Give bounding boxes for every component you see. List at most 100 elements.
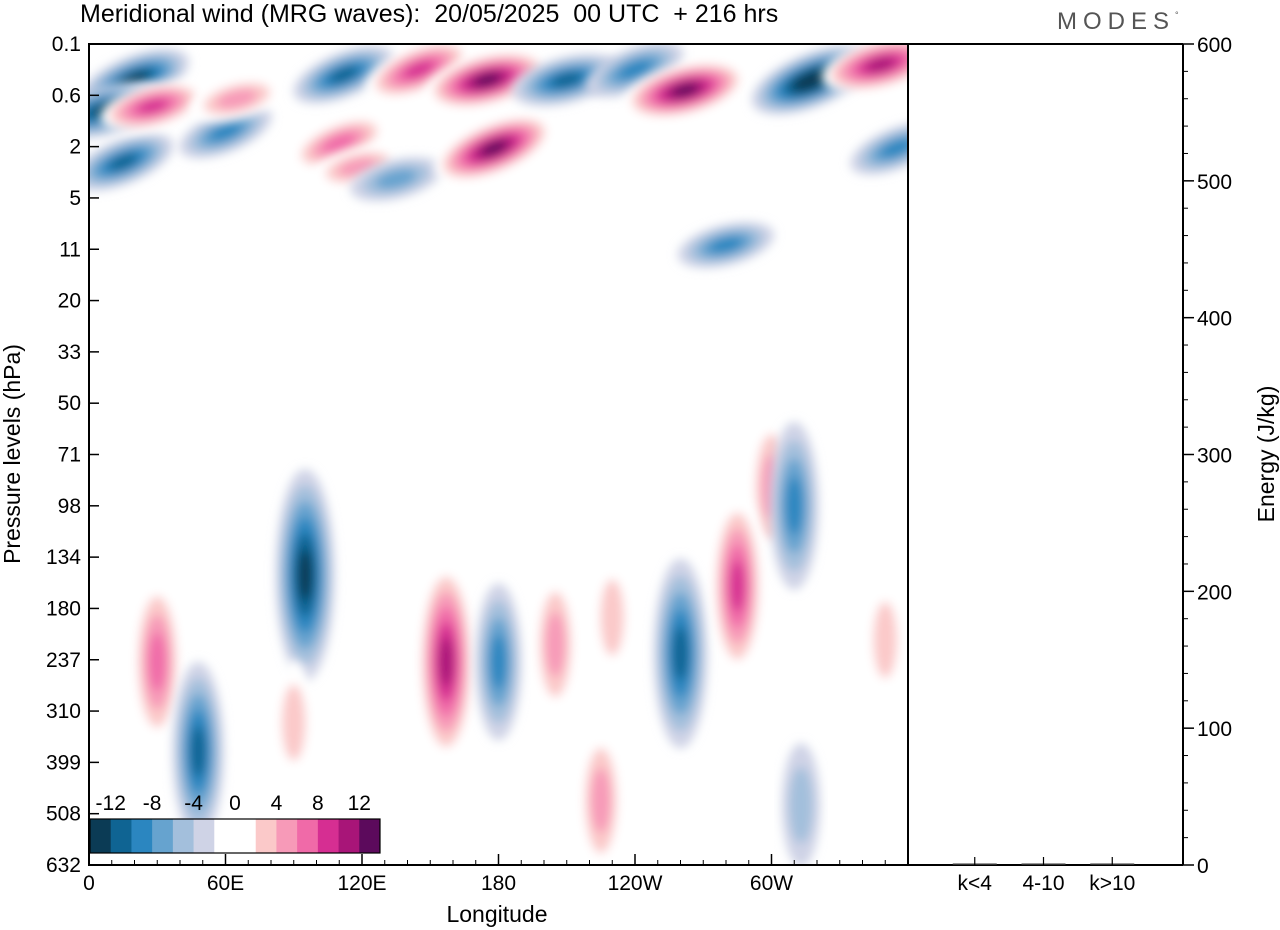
energy-category-label: k<4 bbox=[958, 872, 993, 895]
contour-feature bbox=[274, 660, 313, 785]
energy-tick-label: 0 bbox=[1197, 855, 1209, 878]
contour-band bbox=[880, 139, 908, 158]
contour-band bbox=[148, 632, 166, 692]
energy-axis-title: Energy (J/kg) bbox=[1253, 386, 1279, 523]
y-tick-label: 508 bbox=[46, 803, 81, 826]
contour-band bbox=[672, 84, 698, 97]
y-tick-label: 180 bbox=[46, 597, 81, 620]
y-tick-label: 33 bbox=[58, 341, 81, 364]
y-tick-label: 237 bbox=[46, 649, 81, 672]
colorbar-label: 0 bbox=[229, 792, 241, 815]
contour-feature bbox=[100, 81, 206, 132]
colorbar-swatch bbox=[214, 819, 236, 853]
x-tick-label: 0 bbox=[83, 872, 95, 895]
colorbar-swatch bbox=[276, 819, 298, 853]
contour-feature bbox=[275, 468, 335, 681]
contour-feature bbox=[711, 496, 764, 676]
colorbar-swatch bbox=[255, 819, 277, 853]
contour-band bbox=[785, 476, 803, 536]
energy-tick-label: 400 bbox=[1197, 308, 1232, 331]
contour-feature bbox=[586, 44, 684, 98]
contour-feature bbox=[435, 114, 553, 182]
colorbar-swatch bbox=[90, 819, 112, 853]
colorbar: -12 -8 -4 0 4 8 12 bbox=[89, 792, 381, 854]
contour-band bbox=[297, 549, 313, 601]
contour-feature bbox=[623, 61, 747, 120]
energy-category-label: k>10 bbox=[1089, 872, 1135, 895]
contour-band bbox=[799, 72, 826, 88]
energy-category-label: 4-10 bbox=[1022, 872, 1064, 895]
contour-feature bbox=[417, 561, 475, 763]
y-tick-label: 50 bbox=[58, 392, 81, 415]
colorbar-swatch bbox=[317, 819, 339, 853]
contour-band bbox=[490, 634, 507, 690]
contour-band bbox=[439, 637, 454, 687]
y-tick-label: 71 bbox=[58, 444, 81, 467]
energy-tick-label: 300 bbox=[1197, 445, 1232, 468]
contour-field bbox=[89, 44, 908, 865]
colorbar-label: 8 bbox=[312, 792, 324, 815]
y-tick-label: 632 bbox=[46, 854, 81, 877]
y-tick-label: 0.1 bbox=[52, 33, 81, 56]
y-tick-label: 134 bbox=[46, 546, 81, 569]
x-axis-title: Longitude bbox=[446, 901, 547, 927]
energy-tick-label: 100 bbox=[1197, 718, 1232, 741]
contour-feature bbox=[475, 583, 522, 741]
contour-band bbox=[329, 66, 359, 83]
energy-panel: 0 100 200 300 400 500 600 k<4 4-10 k>10 bbox=[908, 34, 1232, 895]
x-tick-label: 180 bbox=[481, 872, 516, 895]
contour-feature bbox=[593, 555, 632, 680]
colorbar-swatch bbox=[193, 819, 215, 853]
colorbar-border bbox=[89, 818, 381, 854]
y-tick-label: 2 bbox=[69, 136, 81, 159]
y-tick-label: 98 bbox=[58, 495, 81, 518]
colorbar-swatch bbox=[297, 819, 319, 853]
contour-feature bbox=[781, 743, 821, 865]
contour-band bbox=[209, 122, 242, 142]
contour-feature bbox=[677, 221, 775, 269]
colorbar-swatch bbox=[152, 819, 174, 853]
contour-feature bbox=[533, 571, 578, 718]
contour-band bbox=[375, 169, 417, 189]
contour-band bbox=[190, 725, 206, 778]
y-axis-title: Pressure levels (hPa) bbox=[0, 344, 25, 564]
contour-feature bbox=[850, 121, 908, 175]
contour-band bbox=[403, 61, 434, 79]
contour-feature bbox=[426, 50, 549, 110]
x-tick-label: 120W bbox=[608, 872, 663, 895]
contour-band bbox=[866, 57, 895, 72]
contour-band bbox=[481, 141, 507, 156]
contour-band bbox=[672, 626, 689, 681]
y-tick-label: 399 bbox=[46, 751, 81, 774]
contour-band bbox=[474, 73, 500, 87]
colorbar-swatch bbox=[359, 819, 381, 853]
contour-band bbox=[545, 612, 566, 677]
y-tick-label: 5 bbox=[69, 187, 81, 210]
contour-feature bbox=[653, 558, 708, 749]
contour-feature bbox=[350, 157, 443, 202]
energy-tick-label: 600 bbox=[1197, 34, 1232, 57]
contour-feature bbox=[172, 661, 224, 841]
contour-feature bbox=[290, 115, 388, 171]
contour-feature bbox=[89, 133, 174, 191]
x-tick-label: 60E bbox=[207, 872, 244, 895]
contour-feature bbox=[769, 421, 819, 590]
modes-logo: MODES° bbox=[1057, 8, 1179, 36]
contour-band bbox=[216, 89, 258, 109]
energy-tick-label: 500 bbox=[1197, 171, 1232, 194]
contour-feature bbox=[821, 44, 908, 93]
contour-band bbox=[789, 767, 813, 844]
x-tick-label: 120E bbox=[337, 872, 386, 895]
contour-band bbox=[591, 768, 611, 833]
logo-text: MODES bbox=[1057, 8, 1176, 35]
contour-band bbox=[137, 99, 168, 114]
contour-feature bbox=[132, 577, 182, 746]
contour-feature bbox=[179, 105, 272, 159]
y-tick-label: 310 bbox=[46, 700, 81, 723]
contour-feature bbox=[866, 577, 905, 702]
contour-band bbox=[281, 684, 306, 761]
x-tick-label: 60W bbox=[750, 872, 793, 895]
contour-feature bbox=[293, 46, 395, 104]
colorbar-swatch bbox=[131, 819, 153, 853]
